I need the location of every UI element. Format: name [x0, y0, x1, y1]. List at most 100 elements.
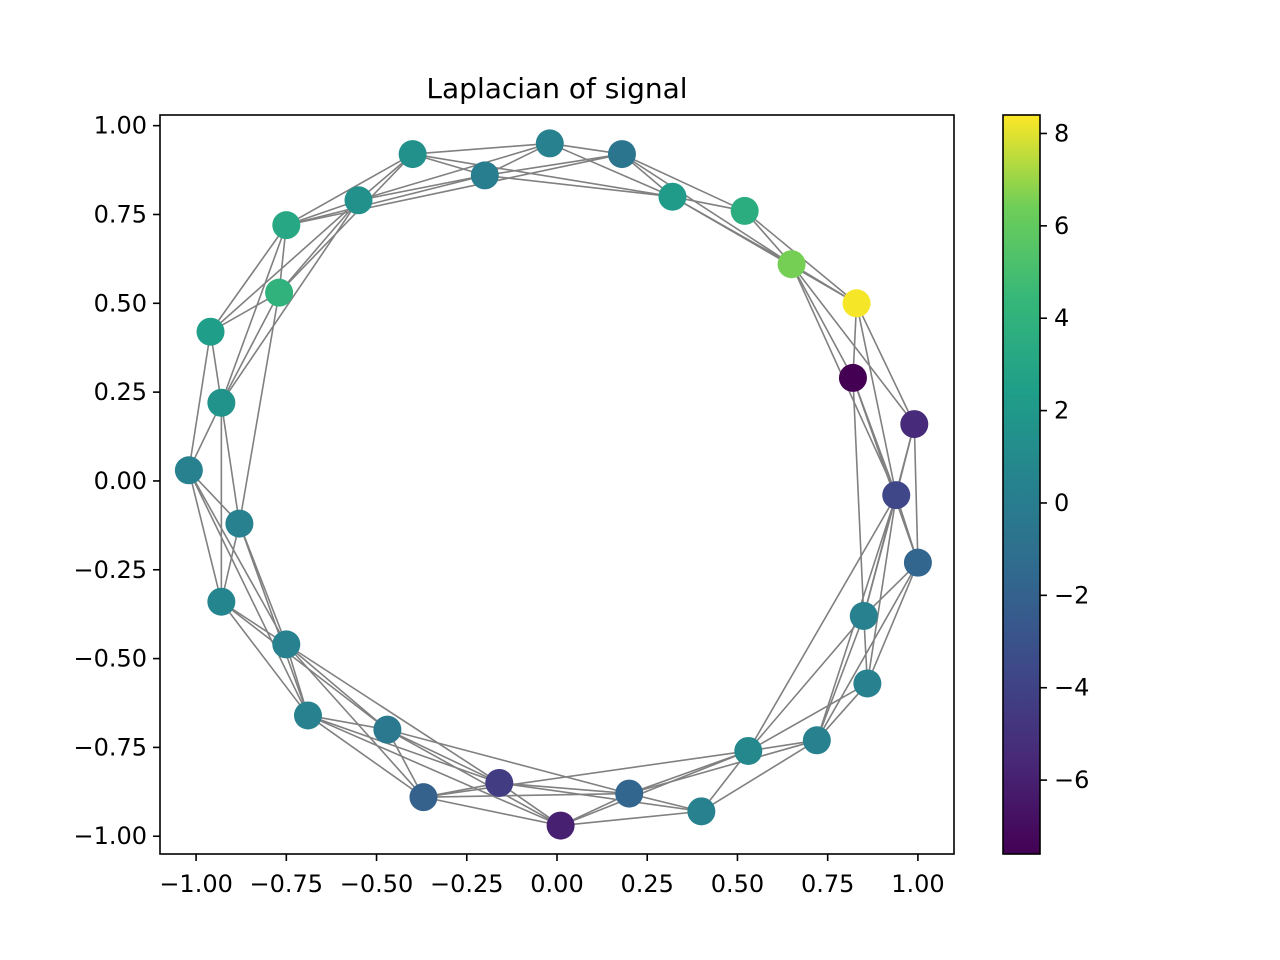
colorbar-tick-label: 2: [1054, 397, 1069, 425]
x-tick-label: −1.00: [159, 870, 233, 898]
graph-node: [903, 548, 932, 577]
graph-node: [174, 456, 203, 485]
y-tick-label: 0.00: [94, 467, 147, 495]
graph-edge: [209, 199, 360, 333]
graph-node: [207, 587, 236, 616]
graph-edge: [499, 782, 702, 813]
graph-edge: [278, 199, 360, 294]
x-axis: −1.00 −0.75 −0.50 −0.25 0.00 0.25 0.50 0.75 1.00: [159, 854, 945, 898]
graph-edge: [628, 739, 818, 795]
x-tick-label: 1.00: [891, 870, 944, 898]
graph-edge: [285, 643, 388, 731]
graph-edge: [188, 469, 288, 645]
graph-edge: [484, 174, 673, 198]
graph-edge: [220, 601, 309, 716]
graph-edge: [278, 153, 414, 294]
colorbar-tick-label: 4: [1054, 304, 1069, 332]
graph-edge: [209, 224, 287, 333]
y-tick-label: −0.25: [73, 556, 147, 584]
y-tick-label: 1.00: [94, 112, 147, 140]
graph-edge: [412, 142, 550, 155]
graph-edge: [220, 601, 388, 731]
graph-node: [207, 388, 236, 417]
graph-edge: [913, 424, 919, 563]
graph-edge: [621, 153, 746, 212]
graph-edge: [220, 402, 241, 524]
graph-edge: [220, 292, 280, 404]
graph-nodes: [174, 129, 932, 840]
graph-edge: [358, 142, 551, 202]
graph-node: [344, 186, 373, 215]
colorbar-tick-label: 6: [1054, 212, 1069, 240]
graph-edge: [307, 714, 424, 798]
graph-node: [734, 736, 763, 765]
y-axis: 1.00 0.75 0.50 0.25 0.00 −0.25 −0.50 −0.75 −1.00: [73, 112, 160, 850]
graph-edge: [188, 331, 212, 471]
graph-edge: [747, 615, 865, 752]
graph-edge: [307, 714, 561, 827]
graph-edge: [549, 142, 673, 198]
x-tick-label: 0.25: [621, 870, 674, 898]
colorbar-tick-label: 0: [1054, 489, 1069, 517]
graph-node: [853, 669, 882, 698]
graph-node: [398, 140, 427, 169]
graph-node: [535, 129, 564, 158]
graph-edge: [286, 153, 623, 226]
graph-edge: [816, 562, 919, 741]
x-tick-label: −0.25: [430, 870, 504, 898]
graph-node: [265, 278, 294, 307]
colorbar-tick-label: 8: [1054, 119, 1069, 147]
graph-edge: [412, 153, 673, 198]
graph-node: [802, 726, 831, 755]
x-tick-label: 0.50: [711, 870, 764, 898]
graph-node: [730, 196, 759, 225]
graph-node: [225, 509, 254, 538]
graph-edge: [790, 263, 854, 379]
y-tick-label: −0.50: [73, 645, 147, 673]
y-tick-label: −0.75: [73, 733, 147, 761]
y-tick-label: −1.00: [73, 822, 147, 850]
graph-edge: [866, 562, 919, 684]
graph-edge: [238, 523, 288, 645]
x-tick-label: 0.00: [530, 870, 583, 898]
graph-node: [607, 140, 636, 169]
y-tick-label: 0.25: [94, 378, 147, 406]
colorbar-gradient: [1003, 115, 1040, 854]
plot-area: [174, 129, 932, 840]
graph-node: [409, 783, 438, 812]
graph-node: [615, 779, 644, 808]
graph-edge: [816, 615, 865, 741]
graph-node: [272, 630, 301, 659]
graph-edge: [387, 728, 500, 784]
graph-edge: [863, 494, 898, 617]
y-tick-label: 0.75: [94, 200, 147, 228]
graph-edge: [855, 302, 916, 425]
graph-edge: [387, 728, 630, 795]
graph-edge: [423, 792, 630, 798]
graph-edge: [560, 810, 702, 827]
graph-edge: [285, 643, 500, 784]
x-tick-label: −0.50: [340, 870, 414, 898]
graph-edge: [747, 494, 897, 752]
colorbar-ticks: 8 6 4 2 0 −2 −4 −6: [1040, 119, 1089, 794]
graph-edge: [747, 682, 868, 752]
y-tick-label: 0.50: [94, 289, 147, 317]
graph-edge: [855, 303, 898, 496]
graph-edge: [188, 470, 223, 602]
graph-edge: [307, 714, 500, 784]
graph-node: [849, 601, 878, 630]
graph-node: [687, 797, 716, 826]
chart-title: Laplacian of signal: [426, 72, 687, 105]
x-tick-label: 0.75: [801, 870, 854, 898]
graph-edge: [560, 750, 749, 827]
graph-node: [546, 811, 575, 840]
colorbar: 8 6 4 2 0 −2 −4 −6: [1002, 114, 1089, 855]
graph-node: [470, 161, 499, 190]
graph-edge: [621, 153, 793, 265]
graph-node: [293, 701, 322, 730]
graph-edge: [358, 174, 485, 202]
colorbar-frame: [1002, 114, 1041, 855]
graph-edge: [499, 782, 630, 795]
graph-node: [196, 317, 225, 346]
